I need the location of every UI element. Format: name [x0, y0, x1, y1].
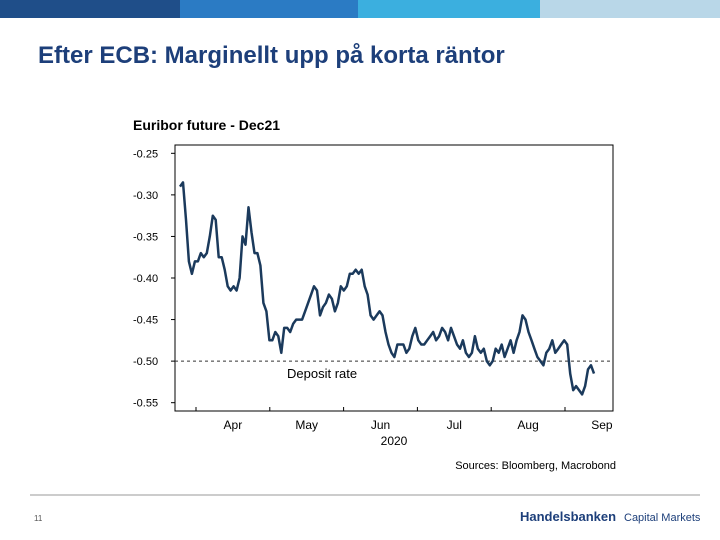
y-tick-label: -0.55 [133, 398, 158, 410]
chart: -0.25 -0.30 -0.35 -0.40 -0.45 -0.50 -0.55 Apr Ma… [133, 148, 613, 432]
top-band [0, 0, 180, 18]
page-number: 11 [34, 514, 43, 523]
x-tick-label: Jul [447, 418, 462, 432]
y-tick-label: -0.35 [133, 231, 158, 243]
y-tick-label: -0.45 [133, 315, 158, 327]
x-tick-label: May [295, 418, 318, 432]
y-tick-label: -0.40 [133, 273, 158, 285]
slide-title: Efter ECB: Marginellt upp på korta ränto… [38, 42, 505, 69]
y-tick-label: -0.30 [133, 190, 158, 202]
y-tick-label: -0.25 [133, 148, 158, 160]
chart-title: Euribor future - Dec21 [133, 117, 280, 133]
logo-brand: Handelsbanken [520, 509, 616, 524]
y-tick-label: -0.50 [133, 356, 158, 368]
series-line [178, 181, 596, 396]
top-band [180, 0, 358, 18]
x-tick-label: Sep [591, 418, 613, 432]
x-tick-label: Aug [517, 418, 538, 432]
reference-label: Deposit rate [287, 366, 357, 381]
source-note: Sources: Bloomberg, Macrobond [455, 460, 616, 472]
top-band [358, 0, 540, 18]
x-tick-label: Jun [371, 418, 390, 432]
x-axis-label: 2020 [381, 434, 408, 448]
logo-unit: Capital Markets [624, 512, 701, 524]
x-tick-label: Apr [224, 418, 243, 432]
top-band [540, 0, 720, 18]
